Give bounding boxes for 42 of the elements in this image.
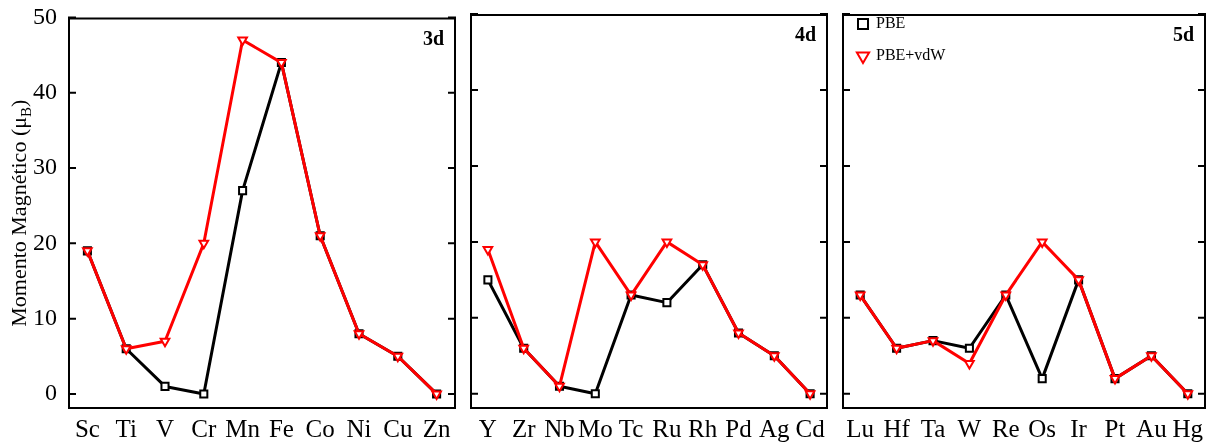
x-tick-label: Pt	[1104, 414, 1126, 442]
x-tick-label: Rh	[688, 414, 718, 442]
x-tick-label: Fe	[268, 414, 294, 442]
y-tick-label: 0	[45, 379, 57, 406]
x-tick-label: V	[155, 414, 175, 442]
x-tick-label: Y	[478, 414, 497, 442]
x-tick-label: W	[957, 414, 982, 442]
x-tick-label: Ni	[346, 414, 372, 442]
x-tick-label: Tc	[618, 414, 644, 442]
x-tick-label: Hg	[1172, 414, 1204, 442]
x-tick-label: Mn	[225, 414, 261, 442]
annotation: 3d	[422, 26, 444, 49]
y-tick-label: 50	[33, 2, 57, 29]
y-tick-label: 40	[33, 78, 57, 104]
x-tick-label: Pd	[725, 414, 753, 442]
x-tick-label: Lu	[846, 414, 875, 442]
x-tick-label: Zr	[511, 414, 537, 442]
x-tick-label: Ti	[115, 414, 137, 442]
y-axis-title: Momento Magnético (μB)	[5, 99, 34, 327]
x-tick-label: Nb	[544, 414, 575, 442]
x-tick-label: Ru	[652, 414, 682, 442]
x-tick-label: Ag	[759, 414, 791, 442]
x-tick-label: Cr	[191, 414, 217, 442]
x-tick-label: Mo	[577, 414, 613, 442]
annotation: 5d	[1172, 23, 1194, 46]
y-tick-label: 10	[33, 303, 57, 330]
x-tick-label: Cd	[795, 414, 826, 442]
x-tick-label: Au	[1136, 414, 1168, 442]
x-tick-label: Co	[305, 414, 335, 442]
x-tick-label: Os	[1028, 414, 1057, 442]
annotation: 4d	[794, 23, 816, 46]
x-tick-label: Hf	[883, 414, 911, 442]
x-tick-label: Ir	[1070, 414, 1088, 442]
x-tick-label: Sc	[74, 414, 100, 442]
x-tick-label: Ta	[920, 414, 946, 442]
x-tick-label: Re	[991, 414, 1020, 442]
x-tick-label: Zn	[422, 414, 451, 442]
legend-label: PBE	[876, 14, 906, 32]
x-tick-label: Cu	[383, 414, 413, 442]
y-tick-label: 20	[33, 228, 57, 255]
y-tick-label: 30	[33, 153, 57, 180]
legend-label: PBE+vdW	[876, 46, 947, 64]
